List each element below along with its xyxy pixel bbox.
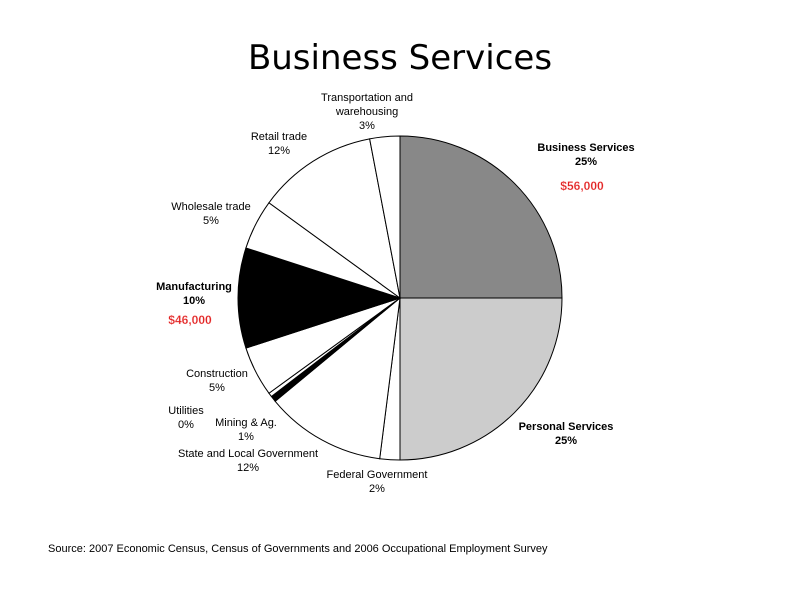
label-manufacturing: Manufacturing 10% — [156, 281, 232, 307]
label-wholesale-trade: Wholesale trade 5% — [171, 201, 251, 227]
wage-manufacturing: $46,000 — [168, 313, 212, 327]
label-federal-government: Federal Government 2% — [327, 469, 428, 495]
label-construction: Construction 5% — [186, 368, 248, 394]
label-transportation-and-warehousing: Transportation and warehousing 3% — [321, 92, 413, 132]
slice-manufacturing — [237, 247, 402, 349]
wage-business-services: $56,000 — [560, 179, 604, 193]
slice-retail-trade — [268, 138, 401, 300]
label-retail-trade: Retail trade 12% — [251, 131, 307, 157]
label-utilities: Utilities 0% — [168, 405, 204, 431]
label-business-services: Business Services 25% — [537, 142, 634, 168]
slice-business-services — [399, 135, 563, 299]
slice-transportation-and-warehousing — [369, 135, 401, 299]
label-state-and-local-government: State and Local Government 12% — [178, 448, 318, 474]
slice-personal-services — [399, 297, 563, 461]
label-personal-services: Personal Services 25% — [519, 421, 614, 447]
source-note: Source: 2007 Economic Census, Census of … — [48, 543, 548, 555]
chart-title: Business Services — [247, 38, 553, 78]
slice-state-and-local-government — [274, 296, 401, 460]
label-mining-ag: Mining & Ag. 1% — [215, 417, 277, 443]
